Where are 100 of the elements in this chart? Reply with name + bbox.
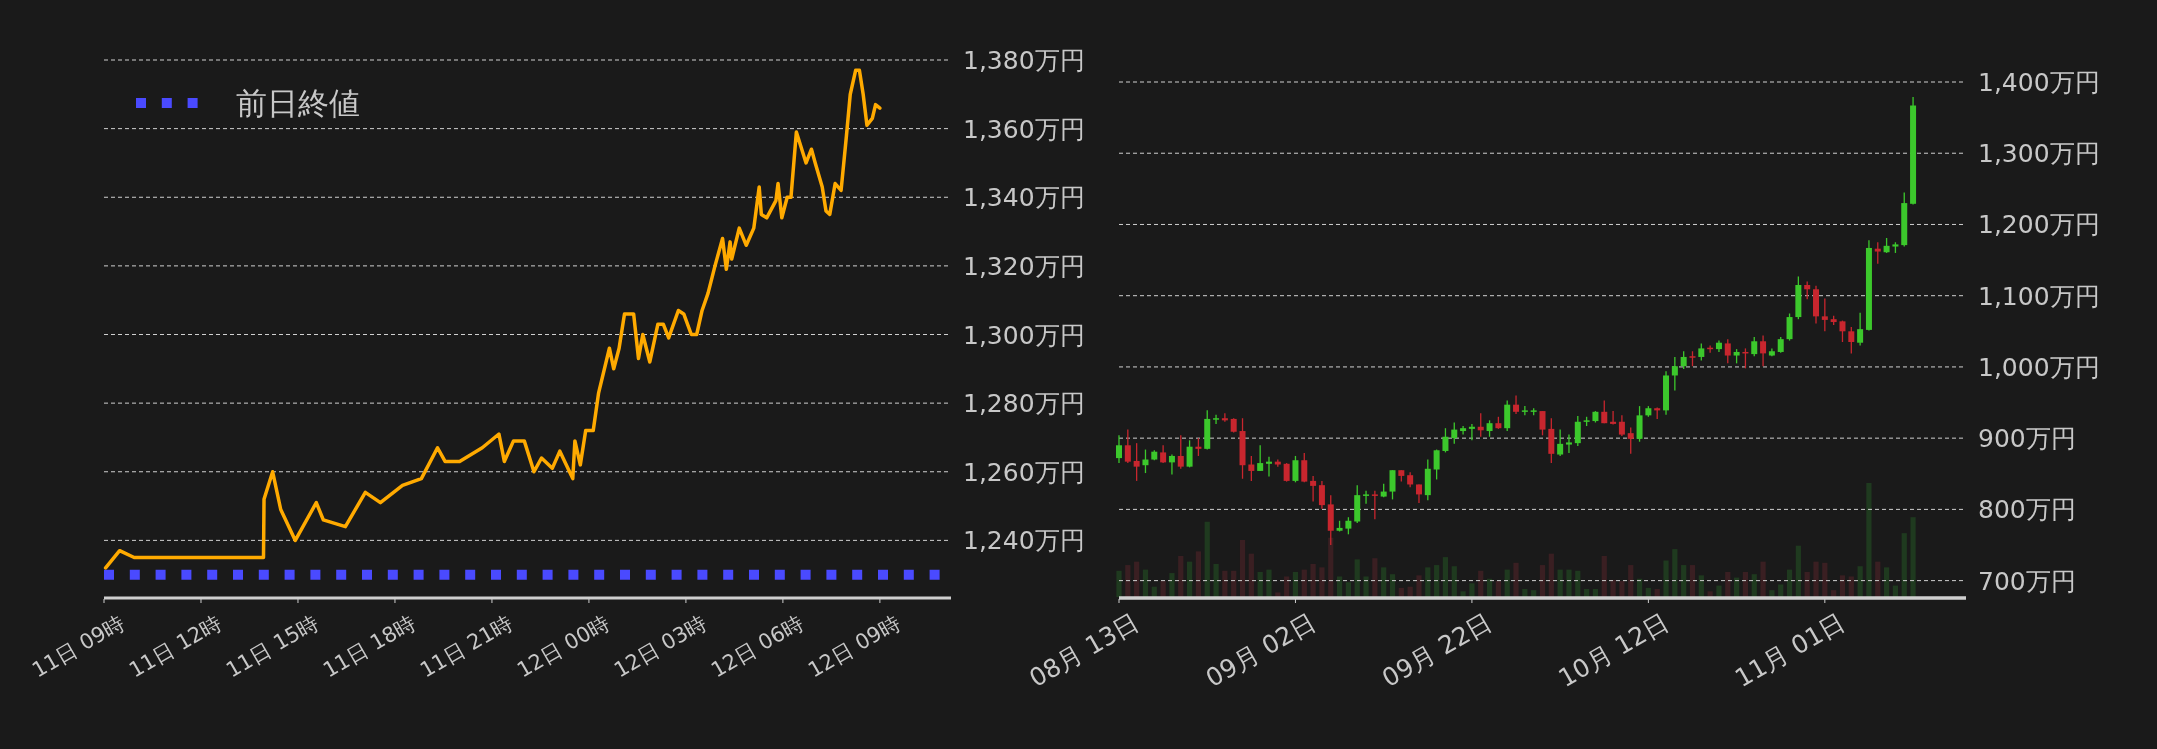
bar [1469, 583, 1475, 597]
candlestick [1451, 421, 1458, 445]
bar [1451, 566, 1457, 597]
bar [1442, 557, 1449, 597]
bar [1134, 561, 1140, 597]
y-tick-label: 1,400万円 [1978, 68, 2100, 97]
bar [1751, 574, 1757, 597]
candlestick [1168, 453, 1175, 476]
bar [1504, 569, 1510, 597]
candlestick [1442, 427, 1449, 454]
bar [1769, 590, 1775, 597]
candlestick [1363, 490, 1370, 505]
bar [1398, 587, 1404, 597]
bar [1619, 581, 1625, 597]
candlestick [1371, 490, 1378, 521]
y-tick-label: 1,260万円 [963, 457, 1085, 487]
bar [1389, 574, 1396, 597]
candlestick [1257, 444, 1264, 472]
bar [1672, 549, 1678, 597]
bar [1636, 578, 1643, 597]
candlestick [1468, 423, 1475, 441]
bar [1584, 589, 1590, 597]
y-tick-label: 900万円 [1978, 424, 2076, 454]
candlestick [1857, 312, 1864, 347]
bar [1186, 561, 1193, 597]
x-tick-label: 10月 12日 [1553, 607, 1674, 693]
y-tick-label: 1,340万円 [963, 183, 1085, 213]
bar [1725, 571, 1731, 597]
candlestick [1265, 456, 1272, 478]
y-tick-label: 1,240万円 [963, 526, 1085, 556]
bar [1698, 575, 1704, 597]
y-tick-label: 1,380万円 [963, 46, 1085, 75]
bar [1160, 581, 1166, 597]
bar [1866, 483, 1872, 597]
bar [1142, 569, 1149, 597]
candlestick [1539, 410, 1546, 436]
candlestick [1186, 439, 1193, 469]
y-tick-label: 1,300万円 [963, 320, 1085, 350]
bar [1425, 567, 1431, 597]
bar [1857, 566, 1863, 597]
bar [1178, 555, 1184, 597]
y-tick-label: 700万円 [1978, 566, 2076, 596]
bar [1734, 577, 1740, 597]
bar [1310, 563, 1316, 597]
bar [1610, 579, 1616, 597]
candlestick [1848, 326, 1855, 355]
bar [1645, 587, 1651, 597]
bar [1478, 570, 1484, 597]
y-tick-label: 800万円 [1978, 495, 2076, 525]
bar [1681, 565, 1687, 597]
y-tick-label: 1,360万円 [963, 114, 1085, 144]
candlestick [1310, 475, 1317, 503]
bar [1663, 560, 1669, 597]
bar [1116, 570, 1122, 597]
bar [1486, 578, 1493, 597]
candlestick [1786, 312, 1793, 342]
bar [1875, 561, 1881, 597]
bar [1742, 571, 1749, 597]
bar [1416, 575, 1422, 597]
bar [1848, 576, 1854, 597]
candlestick [1627, 426, 1634, 455]
bar [1601, 555, 1607, 597]
bar [1716, 585, 1722, 597]
y-tick-label: 1,000万円 [1978, 352, 2100, 382]
bar [1575, 570, 1581, 597]
bar [1169, 573, 1175, 597]
candlestick [1751, 336, 1758, 357]
bar [1513, 562, 1519, 597]
bar [1460, 591, 1466, 597]
bar [1654, 589, 1660, 597]
bar [1372, 558, 1378, 597]
bar [1883, 567, 1890, 597]
candlestick [1610, 410, 1617, 426]
candlestick [1724, 338, 1731, 365]
y-tick-label: 1,320万円 [963, 251, 1085, 281]
bar [1301, 569, 1307, 597]
candlestick [1124, 428, 1131, 464]
bar [1707, 591, 1713, 597]
bar [1592, 589, 1599, 597]
bar [1257, 571, 1263, 597]
bar [1239, 540, 1246, 597]
x-tick-label: 11月 01日 [1730, 607, 1850, 693]
candlestick [1565, 433, 1572, 454]
bar [1434, 565, 1440, 597]
bar [1689, 565, 1696, 597]
candlestick [1574, 415, 1581, 447]
bar [1804, 571, 1810, 597]
candlestick [1116, 434, 1122, 464]
candlestick [1821, 297, 1828, 332]
x-tick-label: 08月 13日 [1024, 607, 1144, 693]
bar [1195, 551, 1202, 597]
bar [1795, 545, 1801, 597]
bar [1495, 581, 1501, 597]
bar [1566, 569, 1572, 597]
bar [1910, 517, 1916, 597]
legend-label: 前日終値 [236, 85, 360, 121]
candlestick [1504, 399, 1511, 432]
candlestick [1521, 405, 1528, 417]
candlestick [1318, 480, 1325, 510]
bar [1266, 569, 1272, 597]
